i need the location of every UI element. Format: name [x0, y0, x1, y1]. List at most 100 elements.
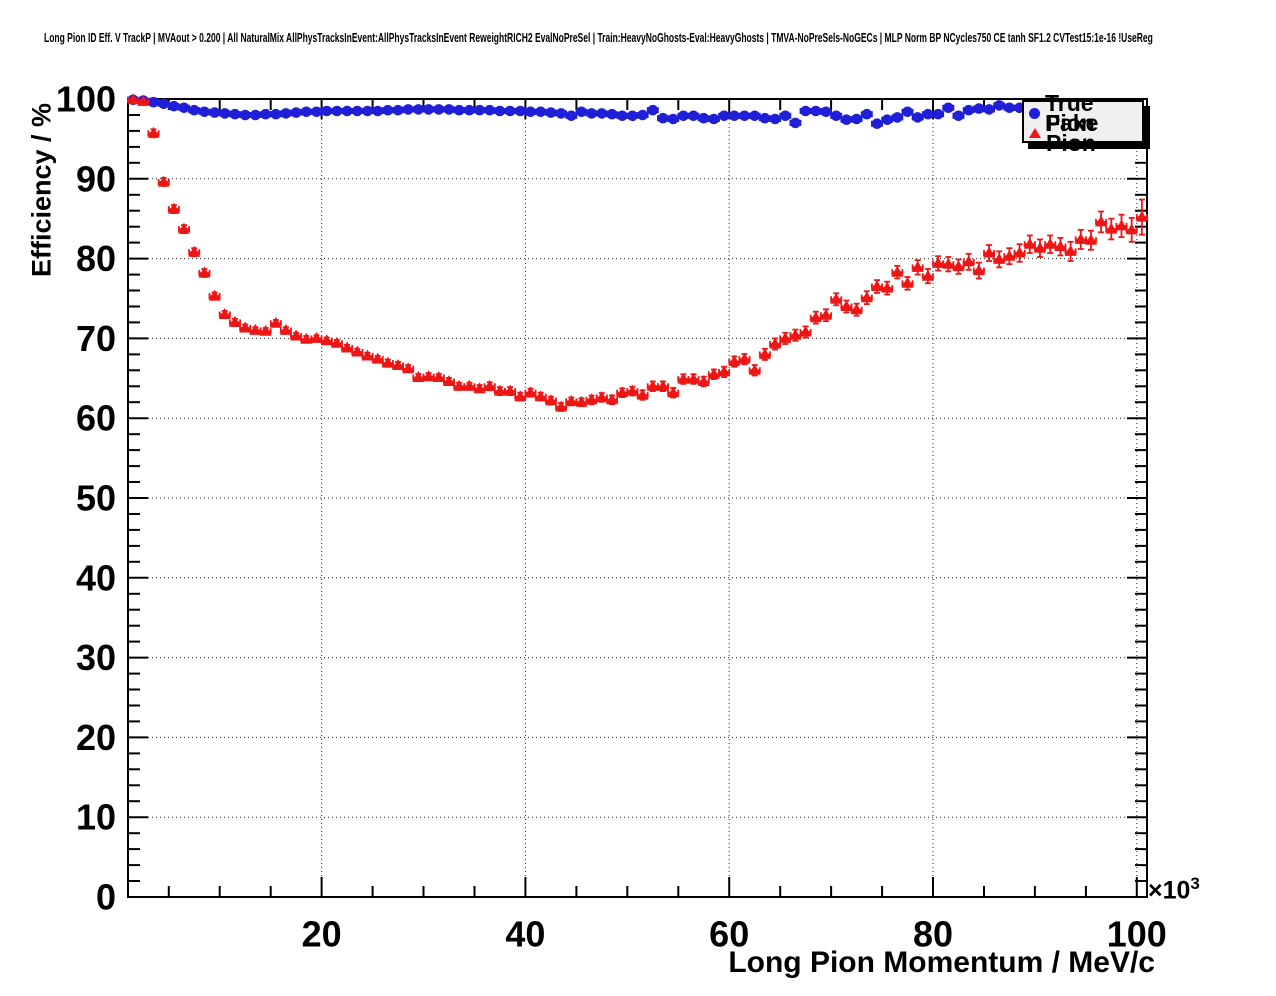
plot-title: Long Pion ID Eff. V TrackP | MVAout > 0.… [44, 30, 1153, 45]
data-point-circle [749, 110, 760, 122]
data-point-circle [494, 105, 506, 117]
data-point-circle [270, 108, 282, 120]
data-point-triangle [626, 384, 639, 396]
fake-pion-marker-icon [1029, 128, 1041, 138]
data-point-triangle [239, 321, 252, 333]
legend-label-true-pion: True Pion [1045, 90, 1095, 136]
y-tick-label: 50 [76, 478, 116, 519]
data-point-triangle [1054, 240, 1067, 252]
y-tick-label: 40 [76, 557, 116, 598]
data-point-circle [983, 104, 995, 115]
data-point-circle [698, 112, 709, 124]
data-point-circle [535, 106, 546, 118]
data-point-triangle [127, 93, 140, 105]
data-point-triangle [330, 336, 343, 348]
data-point-circle [932, 108, 944, 120]
data-point-triangle [310, 331, 323, 343]
data-point-circle [841, 114, 852, 125]
data-point-circle [158, 98, 169, 110]
data-point-triangle [229, 315, 241, 327]
data-point-triangle [361, 349, 374, 361]
data-point-triangle [565, 394, 578, 406]
data-point-circle [260, 108, 271, 120]
data-point-circle [922, 108, 934, 120]
data-point-circle [769, 113, 781, 125]
data-point-triangle [473, 382, 486, 394]
data-point-circle [148, 96, 159, 108]
data-point-triangle [789, 328, 802, 340]
data-point-triangle [758, 347, 771, 359]
legend-entry-true-pion: True Pion [1029, 92, 1142, 135]
data-point-circle [453, 104, 465, 116]
y-tick-label: 70 [76, 318, 116, 359]
data-point-circle [993, 100, 1005, 111]
data-point-circle [382, 104, 394, 116]
data-point-circle [290, 107, 302, 118]
data-point-triangle [1125, 223, 1138, 235]
data-point-circle [474, 104, 485, 116]
x-tick-label: 40 [505, 914, 545, 955]
y-tick-label: 20 [76, 717, 116, 758]
data-point-triangle [942, 257, 955, 269]
tick-labels: 20 40 60 80 100 0 10 20 30 40 50 60 70 80 90 100 [56, 79, 1167, 955]
data-point-circle [504, 105, 516, 117]
data-point-triangle [983, 246, 996, 258]
data-point-triangle [687, 372, 700, 384]
data-point-circle [362, 105, 373, 117]
data-point-circle [902, 106, 913, 118]
x-axis-title: Long Pion Momentum / MeV/c [728, 946, 1155, 979]
data-point-triangle [269, 316, 282, 328]
data-point-triangle [259, 324, 272, 336]
data-point-triangle [972, 264, 985, 276]
data-point-circle [861, 108, 873, 120]
data-point-triangle [677, 372, 690, 384]
data-point-triangle [871, 280, 883, 291]
data-point-triangle [616, 386, 629, 398]
data-point-triangle [1095, 215, 1108, 227]
data-point-triangle [453, 379, 466, 391]
data-point-triangle [218, 308, 231, 319]
data-point-triangle [1064, 244, 1077, 256]
x-tick-label: 20 [302, 914, 342, 955]
data-point-triangle [198, 266, 211, 278]
data-point-triangle [371, 352, 384, 364]
series-fake-pion [127, 93, 1148, 412]
x-axis-exponent: ×103 [1148, 874, 1200, 905]
data-point-triangle [524, 386, 537, 398]
data-point-triangle [881, 281, 894, 293]
data-point-circle [647, 104, 659, 116]
data-point-triangle [534, 390, 547, 402]
data-point-circle [199, 106, 210, 118]
data-point-triangle [279, 323, 292, 335]
data-point-circle [678, 110, 689, 122]
data-point-triangle [1003, 249, 1016, 261]
data-point-circle [392, 104, 404, 116]
data-point-circle [667, 113, 679, 125]
data-point-triangle [412, 371, 425, 382]
data-point-circle [881, 114, 893, 125]
data-point-circle [830, 110, 842, 122]
data-point-triangle [422, 370, 435, 382]
data-point-triangle [1013, 246, 1026, 258]
data-point-triangle [585, 393, 598, 405]
data-point-circle [586, 108, 597, 119]
y-tick-label: 0 [96, 877, 116, 918]
legend-box: True Pion Fake Pion [1022, 92, 1144, 155]
data-point-circle [912, 112, 923, 123]
legend-label-fake-pion: Fake Pion [1046, 110, 1099, 156]
data-point-triangle [809, 311, 822, 323]
data-point-triangle [891, 265, 904, 277]
data-point-circle [627, 110, 638, 122]
data-point-triangle [320, 334, 333, 346]
data-point-circle [596, 108, 608, 119]
y-tick-label: 10 [76, 797, 116, 838]
data-point-triangle [178, 222, 190, 234]
data-point-circle [759, 112, 771, 124]
data-point-triangle [769, 337, 782, 349]
data-point-circle [566, 110, 577, 122]
data-point-circle [545, 107, 557, 118]
series-true-pion [127, 94, 1026, 129]
data-point-triangle [830, 292, 843, 304]
data-point-triangle [779, 331, 792, 343]
data-point-circle [739, 110, 750, 122]
